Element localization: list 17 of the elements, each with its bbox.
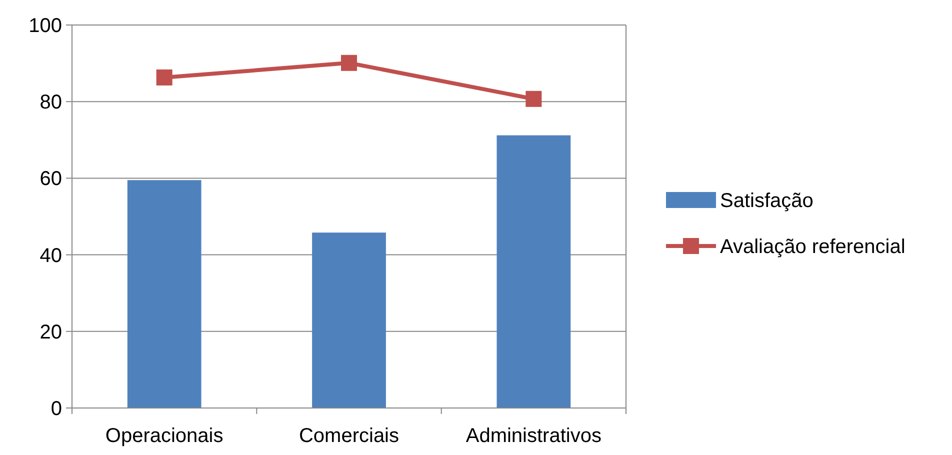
y-tick-label: 80 bbox=[40, 92, 62, 114]
y-tick-label: 60 bbox=[40, 168, 62, 190]
legend-label: Avaliação referencial bbox=[720, 236, 906, 258]
point bbox=[341, 54, 357, 71]
bar bbox=[496, 135, 571, 408]
point bbox=[526, 90, 542, 107]
bar bbox=[312, 232, 386, 408]
legend-label: Satisfação bbox=[720, 190, 814, 212]
y-tick-label: 100 bbox=[28, 15, 62, 37]
y-tick-label: 20 bbox=[40, 321, 62, 344]
y-tick-label: 0 bbox=[50, 398, 62, 420]
x-tick-label: Operacionais bbox=[105, 425, 224, 447]
x-tick-label: Administrativos bbox=[466, 425, 602, 447]
point bbox=[156, 69, 172, 86]
bar bbox=[127, 180, 202, 408]
y-tick-label: 40 bbox=[40, 244, 62, 267]
x-tick-label: Comerciais bbox=[298, 425, 400, 447]
